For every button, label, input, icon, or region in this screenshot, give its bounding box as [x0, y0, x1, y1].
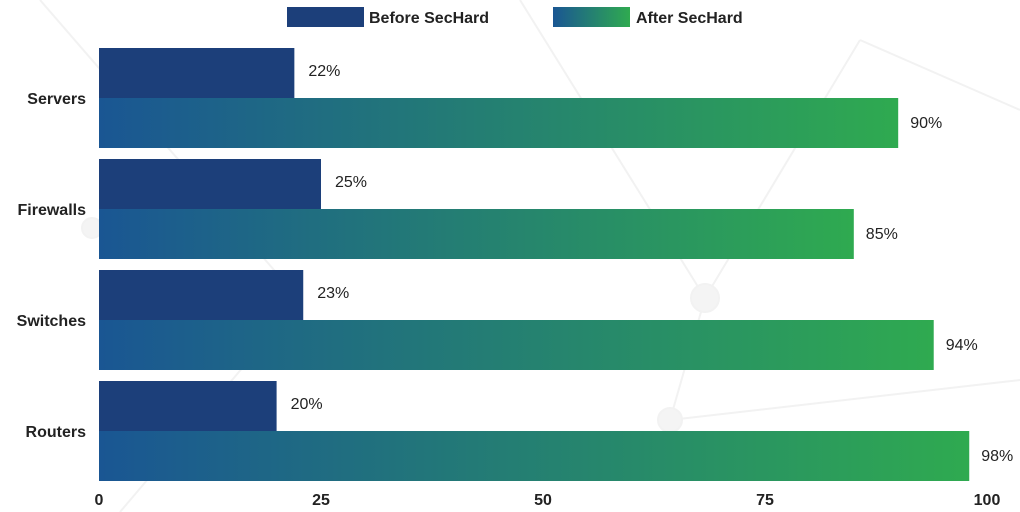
data-label-before-firewalls: 25% — [335, 174, 367, 191]
bar-before-servers — [99, 48, 295, 98]
category-label-firewalls: Firewalls — [18, 202, 87, 219]
legend-swatch-after — [553, 7, 630, 27]
category-label-switches: Switches — [17, 313, 86, 330]
legend-label-after: After SecHard — [636, 10, 743, 27]
data-label-before-routers: 20% — [291, 396, 323, 413]
bars: 22% 90% 25% 85% 23% 94% 20% 98% — [99, 48, 1013, 481]
legend-label-before: Before SecHard — [369, 10, 489, 27]
x-tick-label-50: 50 — [534, 492, 552, 509]
category-labels: Servers Firewalls Switches Routers — [17, 91, 86, 441]
x-tick-label-100: 100 — [974, 492, 1001, 509]
x-tick-label-0: 0 — [95, 492, 104, 509]
bar-after-servers — [99, 98, 899, 148]
bar-before-firewalls — [99, 159, 321, 209]
bar-after-switches — [99, 320, 934, 370]
category-label-routers: Routers — [26, 424, 87, 441]
bar-before-switches — [99, 270, 304, 320]
data-label-after-routers: 98% — [981, 448, 1013, 465]
bar-after-routers — [99, 431, 970, 481]
legend-swatch-before — [287, 7, 364, 27]
bar-after-firewalls — [99, 209, 854, 259]
data-label-before-switches: 23% — [317, 285, 349, 302]
category-label-servers: Servers — [27, 91, 86, 108]
data-label-before-servers: 22% — [308, 63, 340, 80]
bar-before-routers — [99, 381, 277, 431]
x-tick-label-75: 75 — [756, 492, 774, 509]
data-label-after-servers: 90% — [910, 115, 942, 132]
x-tick-label-25: 25 — [312, 492, 330, 509]
data-label-after-switches: 94% — [946, 337, 978, 354]
data-label-after-firewalls: 85% — [866, 226, 898, 243]
legend: Before SecHard After SecHard — [287, 7, 743, 27]
x-axis: 0 25 50 75 100 — [95, 492, 1001, 509]
